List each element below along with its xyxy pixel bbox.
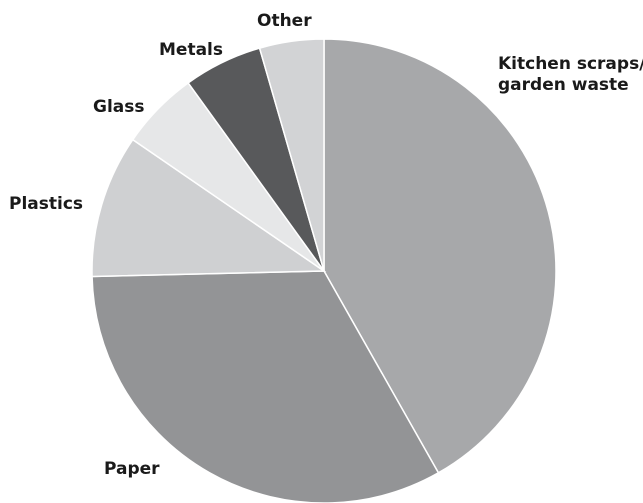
slice-label-metals: Metals <box>159 40 223 60</box>
pie-slice-other <box>258 38 325 272</box>
pie-slice-paper <box>91 270 440 503</box>
slice-label-glass: Glass <box>93 97 145 117</box>
slice-label-kitchen-scraps: Kitchen scraps/ garden waste <box>498 54 643 95</box>
slice-label-plastics: Plastics <box>9 194 83 214</box>
slice-label-kitchen-scraps-line-2: garden waste <box>498 75 629 95</box>
pie-slice-kitchen-scraps-garden-waste <box>323 38 557 474</box>
slice-label-other: Other <box>257 11 312 31</box>
pie-slice-plastics <box>91 138 327 278</box>
pie-slices <box>91 38 557 503</box>
slice-label-paper: Paper <box>104 459 160 479</box>
pie-labels: Kitchen scraps/ garden waste Paper Plast… <box>9 11 643 479</box>
slice-label-kitchen-scraps-line-1: Kitchen scraps/ <box>498 54 643 74</box>
